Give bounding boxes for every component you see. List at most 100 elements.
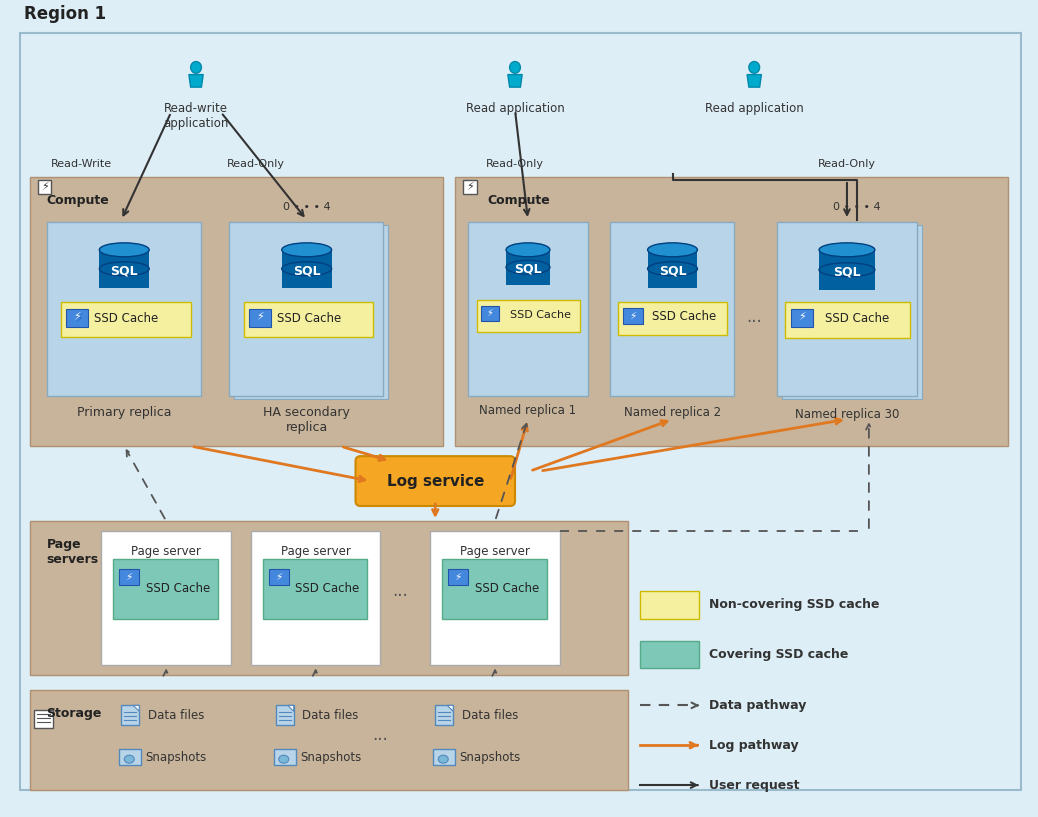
Ellipse shape xyxy=(819,263,875,277)
Bar xyxy=(102,531,230,666)
Text: Snapshots: Snapshots xyxy=(300,751,361,764)
Text: Covering SSD cache: Covering SSD cache xyxy=(709,648,849,661)
Ellipse shape xyxy=(281,261,331,275)
Bar xyxy=(61,301,191,337)
Text: Data files: Data files xyxy=(462,709,518,722)
Bar xyxy=(431,531,559,666)
Ellipse shape xyxy=(648,261,698,275)
Ellipse shape xyxy=(438,755,448,763)
Text: Read-Only: Read-Only xyxy=(818,159,876,169)
Bar xyxy=(119,569,139,585)
Text: SSD Cache: SSD Cache xyxy=(296,583,360,596)
Bar xyxy=(783,225,922,400)
Bar xyxy=(785,301,909,337)
Bar xyxy=(618,301,728,334)
Text: SQL: SQL xyxy=(514,263,542,276)
Text: ⚡: ⚡ xyxy=(487,308,493,318)
Bar xyxy=(507,250,550,284)
Bar xyxy=(819,250,875,290)
Bar xyxy=(269,569,289,585)
Text: Named replica 30: Named replica 30 xyxy=(795,408,899,422)
Text: SSD Cache: SSD Cache xyxy=(511,310,572,319)
Ellipse shape xyxy=(507,261,550,275)
Text: SSD Cache: SSD Cache xyxy=(146,583,211,596)
Text: Page server: Page server xyxy=(280,545,351,558)
Text: SSD Cache: SSD Cache xyxy=(652,310,716,323)
Ellipse shape xyxy=(510,61,520,74)
Text: Primary replica: Primary replica xyxy=(77,406,171,419)
Text: Page server: Page server xyxy=(131,545,201,558)
Text: ...: ... xyxy=(746,307,762,326)
Bar xyxy=(33,710,54,728)
Text: ⚡: ⚡ xyxy=(75,312,84,325)
Bar xyxy=(482,306,499,320)
Bar xyxy=(463,180,477,194)
Text: ⚡: ⚡ xyxy=(798,313,805,323)
Ellipse shape xyxy=(100,261,149,275)
Bar xyxy=(777,222,917,396)
Bar xyxy=(121,705,139,725)
Text: ...: ... xyxy=(392,582,408,600)
Ellipse shape xyxy=(125,755,134,763)
Ellipse shape xyxy=(191,61,201,74)
Bar xyxy=(249,309,271,327)
Text: Data pathway: Data pathway xyxy=(709,699,807,712)
Text: Read-Only: Read-Only xyxy=(486,159,544,169)
Bar xyxy=(29,521,628,676)
Text: ⚡: ⚡ xyxy=(455,572,462,582)
Bar xyxy=(263,559,367,618)
Bar xyxy=(448,569,468,585)
Polygon shape xyxy=(288,705,294,712)
Text: Compute: Compute xyxy=(47,194,109,207)
Text: SQL: SQL xyxy=(834,266,861,279)
Bar xyxy=(787,228,927,402)
Bar xyxy=(47,222,201,396)
Text: Data files: Data files xyxy=(147,709,204,722)
Text: ...: ... xyxy=(373,726,388,744)
Text: Log service: Log service xyxy=(386,474,484,489)
Bar xyxy=(113,559,218,618)
Bar xyxy=(234,225,388,400)
Bar xyxy=(639,641,700,668)
Text: Data files: Data files xyxy=(302,709,359,722)
Text: Page
servers: Page servers xyxy=(47,538,99,566)
Text: SQL: SQL xyxy=(110,264,138,277)
Text: HA secondary
replica: HA secondary replica xyxy=(264,406,350,435)
Text: Log pathway: Log pathway xyxy=(709,739,799,752)
Text: Read application: Read application xyxy=(466,102,565,115)
Text: ⚡: ⚡ xyxy=(74,313,81,323)
Text: SSD Cache: SSD Cache xyxy=(475,583,539,596)
Text: Snapshots: Snapshots xyxy=(460,751,521,764)
Bar xyxy=(648,250,698,288)
Text: Read application: Read application xyxy=(705,102,803,115)
Bar xyxy=(66,309,88,327)
Bar xyxy=(435,705,454,725)
Polygon shape xyxy=(508,74,522,87)
Bar xyxy=(433,749,456,766)
Polygon shape xyxy=(189,74,203,87)
Bar xyxy=(100,250,149,288)
Text: Compute: Compute xyxy=(487,194,550,207)
Polygon shape xyxy=(133,705,139,712)
Bar xyxy=(244,301,374,337)
Bar xyxy=(239,228,393,402)
Bar xyxy=(37,180,52,194)
Bar xyxy=(251,531,381,666)
Text: ⚡: ⚡ xyxy=(256,313,264,323)
Ellipse shape xyxy=(100,243,149,257)
Text: Snapshots: Snapshots xyxy=(145,751,207,764)
Text: Named replica 1: Named replica 1 xyxy=(480,404,576,417)
Text: ⚡: ⚡ xyxy=(126,572,133,582)
Text: 0 • • • 4: 0 • • • 4 xyxy=(283,202,330,212)
Text: Region 1: Region 1 xyxy=(24,5,106,23)
Text: Read-write
application: Read-write application xyxy=(163,102,228,130)
Text: ⚡: ⚡ xyxy=(275,572,282,582)
Bar xyxy=(639,591,700,618)
Bar xyxy=(792,231,932,405)
Text: Non-covering SSD cache: Non-covering SSD cache xyxy=(709,598,880,611)
Ellipse shape xyxy=(507,243,550,257)
Text: ⚡: ⚡ xyxy=(629,310,636,320)
Ellipse shape xyxy=(281,243,331,257)
Polygon shape xyxy=(747,74,762,87)
Text: 0 • • • 4: 0 • • • 4 xyxy=(834,202,880,212)
